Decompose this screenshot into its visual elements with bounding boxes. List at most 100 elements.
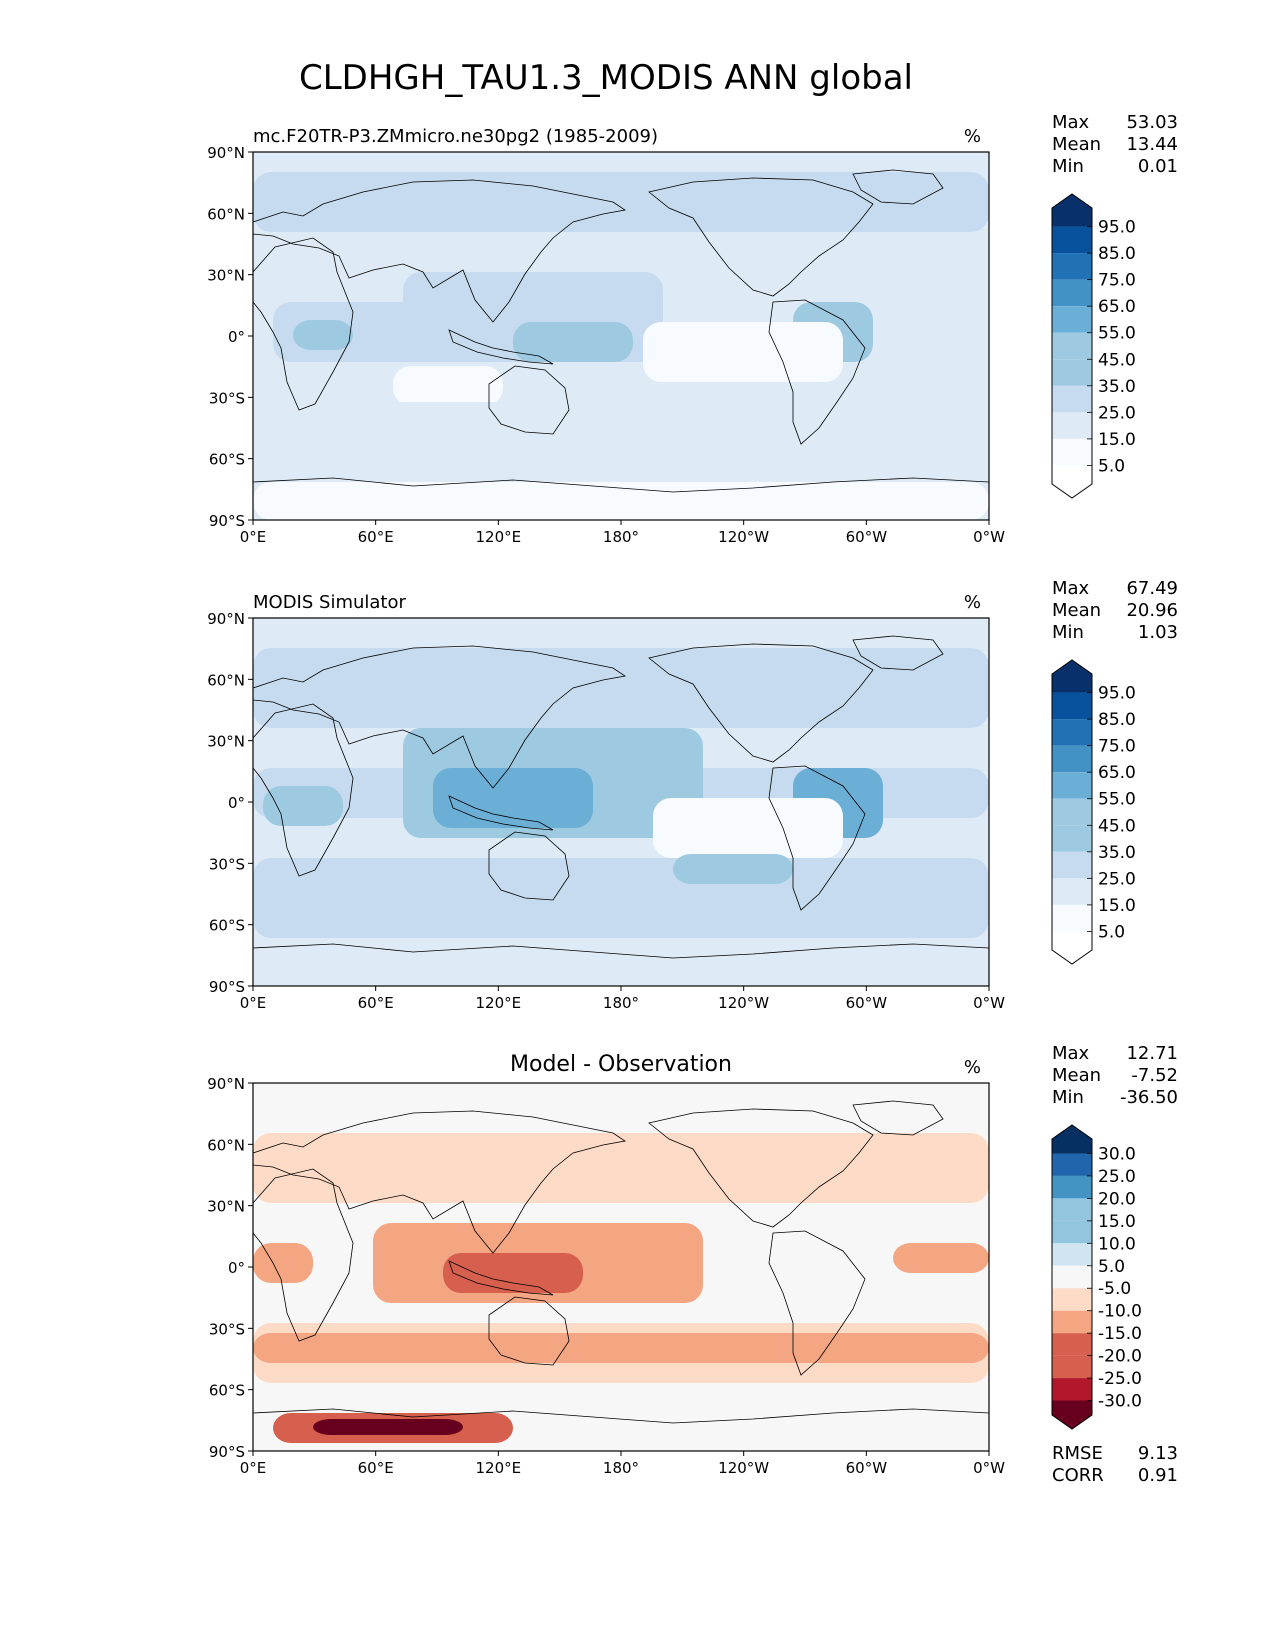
map-field <box>253 152 989 520</box>
stat-label: Min <box>1052 156 1084 177</box>
map-field <box>253 618 989 986</box>
stat-label: Min <box>1052 622 1084 643</box>
colorbar-bin <box>1052 1333 1092 1356</box>
lon-tick-label: 0°W <box>973 1459 1005 1477</box>
colorbar-outline <box>1051 659 1093 965</box>
stat-value: 13.44 <box>1126 134 1178 155</box>
lon-tick-label: 180° <box>603 994 639 1012</box>
colorbar-label: 45.0 <box>1098 816 1136 836</box>
panels: mc.F20TR-P3.ZMmicro.ne30pg2 (1985-2009)%… <box>207 112 1178 1486</box>
colorbar-bin <box>1052 226 1092 254</box>
colorbar-label: 95.0 <box>1098 684 1136 704</box>
colorbar-outline <box>1051 193 1093 499</box>
colorbar-label: 5.0 <box>1098 456 1125 476</box>
colorbar-label: 25.0 <box>1098 869 1136 889</box>
panel-ref: MODIS Simulator % 90°N 60°N 30°N 0° 30°S 60°S 90… <box>207 578 1178 1012</box>
stat-value: 20.96 <box>1126 600 1178 621</box>
lat-tick-label: 0° <box>228 1259 245 1277</box>
stat-value: 0.01 <box>1138 156 1178 177</box>
colorbar-label: 85.0 <box>1098 244 1136 264</box>
colorbar-label: 35.0 <box>1098 377 1136 397</box>
colorbar-label: -5.0 <box>1098 1279 1131 1299</box>
colorbar-outline <box>1051 1124 1093 1430</box>
lon-tick-label: 180° <box>603 1459 639 1477</box>
field-contour <box>253 1333 989 1363</box>
lon-tick-label: 60°W <box>846 1459 888 1477</box>
lat-tick-label: 90°N <box>207 144 245 162</box>
stat-value: 1.03 <box>1138 622 1178 643</box>
colorbar-label: -30.0 <box>1098 1392 1142 1412</box>
colorbar-label: 45.0 <box>1098 350 1136 370</box>
stat-value: 53.03 <box>1126 112 1178 133</box>
colorbar-bin <box>1052 1355 1092 1379</box>
lat-tick-label: 30°S <box>209 1320 245 1338</box>
figure-title: CLDHGH_TAU1.3_MODIS ANN global <box>299 58 913 98</box>
colorbar-bin <box>1052 1243 1092 1266</box>
lon-tick-label: 0°W <box>973 528 1005 546</box>
colorbar-bin <box>1052 745 1092 773</box>
stat-label: RMSE <box>1052 1443 1103 1464</box>
colorbar-label: -20.0 <box>1098 1347 1142 1367</box>
colorbar-bin <box>1052 825 1092 852</box>
field-contour <box>893 1243 989 1273</box>
stat-value: 12.71 <box>1126 1043 1178 1064</box>
colorbar-label: 95.0 <box>1098 218 1136 238</box>
field-contour <box>253 402 989 472</box>
lat-tick-label: 90°S <box>209 978 245 996</box>
field-contour <box>513 322 633 362</box>
colorbar: 30.0 25.020.0 15.010.0 5.0-5.0 -10.0-15.0 -20… <box>1051 1124 1142 1430</box>
panel-left-title: mc.F20TR-P3.ZMmicro.ne30pg2 (1985-2009) <box>253 126 658 147</box>
colorbar-extend-top <box>1052 1125 1092 1154</box>
lon-tick-label: 60°E <box>358 994 394 1012</box>
lon-tick-label: 0°W <box>973 994 1005 1012</box>
field-contour <box>293 320 353 350</box>
colorbar-bin <box>1052 878 1092 905</box>
colorbar-label: 5.0 <box>1098 1257 1125 1277</box>
lat-tick-label: 0° <box>228 328 245 346</box>
lon-tick-label: 60°E <box>358 528 394 546</box>
panel-units: % <box>964 126 981 147</box>
map-field <box>253 1083 989 1451</box>
field-contour <box>433 768 593 828</box>
colorbar-bin <box>1052 438 1092 466</box>
field-contour <box>253 948 989 986</box>
lon-tick-label: 120°W <box>718 994 769 1012</box>
lat-tick-label: 60°N <box>207 205 245 223</box>
colorbar-bin <box>1052 1288 1092 1311</box>
colorbar-extend-top <box>1052 194 1092 227</box>
lat-tick-label: 60°N <box>207 671 245 689</box>
colorbar-bin <box>1052 1378 1092 1401</box>
colorbar-label: 25.0 <box>1098 1167 1136 1187</box>
colorbar-label: 65.0 <box>1098 297 1136 317</box>
colorbar-label: 30.0 <box>1098 1144 1136 1164</box>
colorbar-bin <box>1052 1220 1092 1244</box>
colorbar-bin <box>1052 1175 1092 1199</box>
colorbar-label: 25.0 <box>1098 403 1136 423</box>
colorbar-extend-bottom <box>1052 1400 1092 1429</box>
colorbar-bin <box>1052 1153 1092 1176</box>
lat-tick-label: 90°S <box>209 1443 245 1461</box>
lat-tick-label: 30°S <box>209 855 245 873</box>
field-contour <box>253 858 989 938</box>
lon-tick-label: 60°E <box>358 1459 394 1477</box>
colorbar: 95.0 85.0 75.0 65.0 55.0 45.0 35.0 25.0 15.0 5.0 <box>1051 659 1136 965</box>
colorbar-bin <box>1052 798 1092 826</box>
lat-tick-label: 60°S <box>209 451 245 469</box>
stat-label: Max <box>1052 112 1090 133</box>
colorbar-extend-bottom <box>1052 931 1092 964</box>
lat-tick-label: 90°S <box>209 512 245 530</box>
field-contour <box>253 172 989 232</box>
colorbar-bin <box>1052 279 1092 307</box>
lat-tick-label: 60°S <box>209 1382 245 1400</box>
lon-tick-label: 0°E <box>240 1459 267 1477</box>
field-contour <box>653 798 843 858</box>
stat-label: Max <box>1052 578 1090 599</box>
lon-tick-label: 120°W <box>718 528 769 546</box>
colorbar-label: 85.0 <box>1098 710 1136 730</box>
field-contour <box>253 1133 989 1203</box>
stat-value: -7.52 <box>1131 1065 1178 1086</box>
colorbar-label: 55.0 <box>1098 324 1136 344</box>
colorbar-bin <box>1052 1198 1092 1221</box>
lon-tick-label: 180° <box>603 528 639 546</box>
